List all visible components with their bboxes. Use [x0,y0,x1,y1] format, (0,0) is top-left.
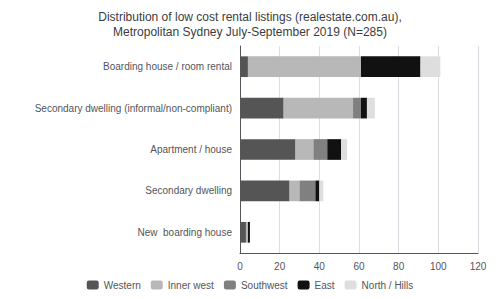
svg-text:0: 0 [237,261,243,272]
svg-text:100: 100 [430,261,447,272]
svg-text:Inner west: Inner west [168,280,214,291]
svg-text:Apartment / house: Apartment / house [150,144,232,155]
svg-text:Secondary dwelling (informal/n: Secondary dwelling (informal/non-complia… [35,103,232,114]
svg-text:East: East [315,280,335,291]
svg-text:Distribution of low cost renta: Distribution of low cost rental listings… [98,10,401,24]
svg-text:Secondary dwelling: Secondary dwelling [145,185,232,196]
svg-text:Boarding house / room rental: Boarding house / room rental [103,61,232,72]
svg-text:20: 20 [274,261,286,272]
svg-text:120: 120 [470,261,487,272]
svg-text:60: 60 [353,261,365,272]
svg-text:North / Hills: North / Hills [362,280,414,291]
svg-text:Western: Western [104,280,141,291]
svg-text:40: 40 [314,261,326,272]
svg-text:80: 80 [393,261,405,272]
svg-text:Southwest: Southwest [241,280,288,291]
svg-text:Metropolitan Sydney July-Septe: Metropolitan Sydney July-September 2019 … [113,25,387,39]
svg-text:New boarding house: New boarding house [137,227,232,238]
